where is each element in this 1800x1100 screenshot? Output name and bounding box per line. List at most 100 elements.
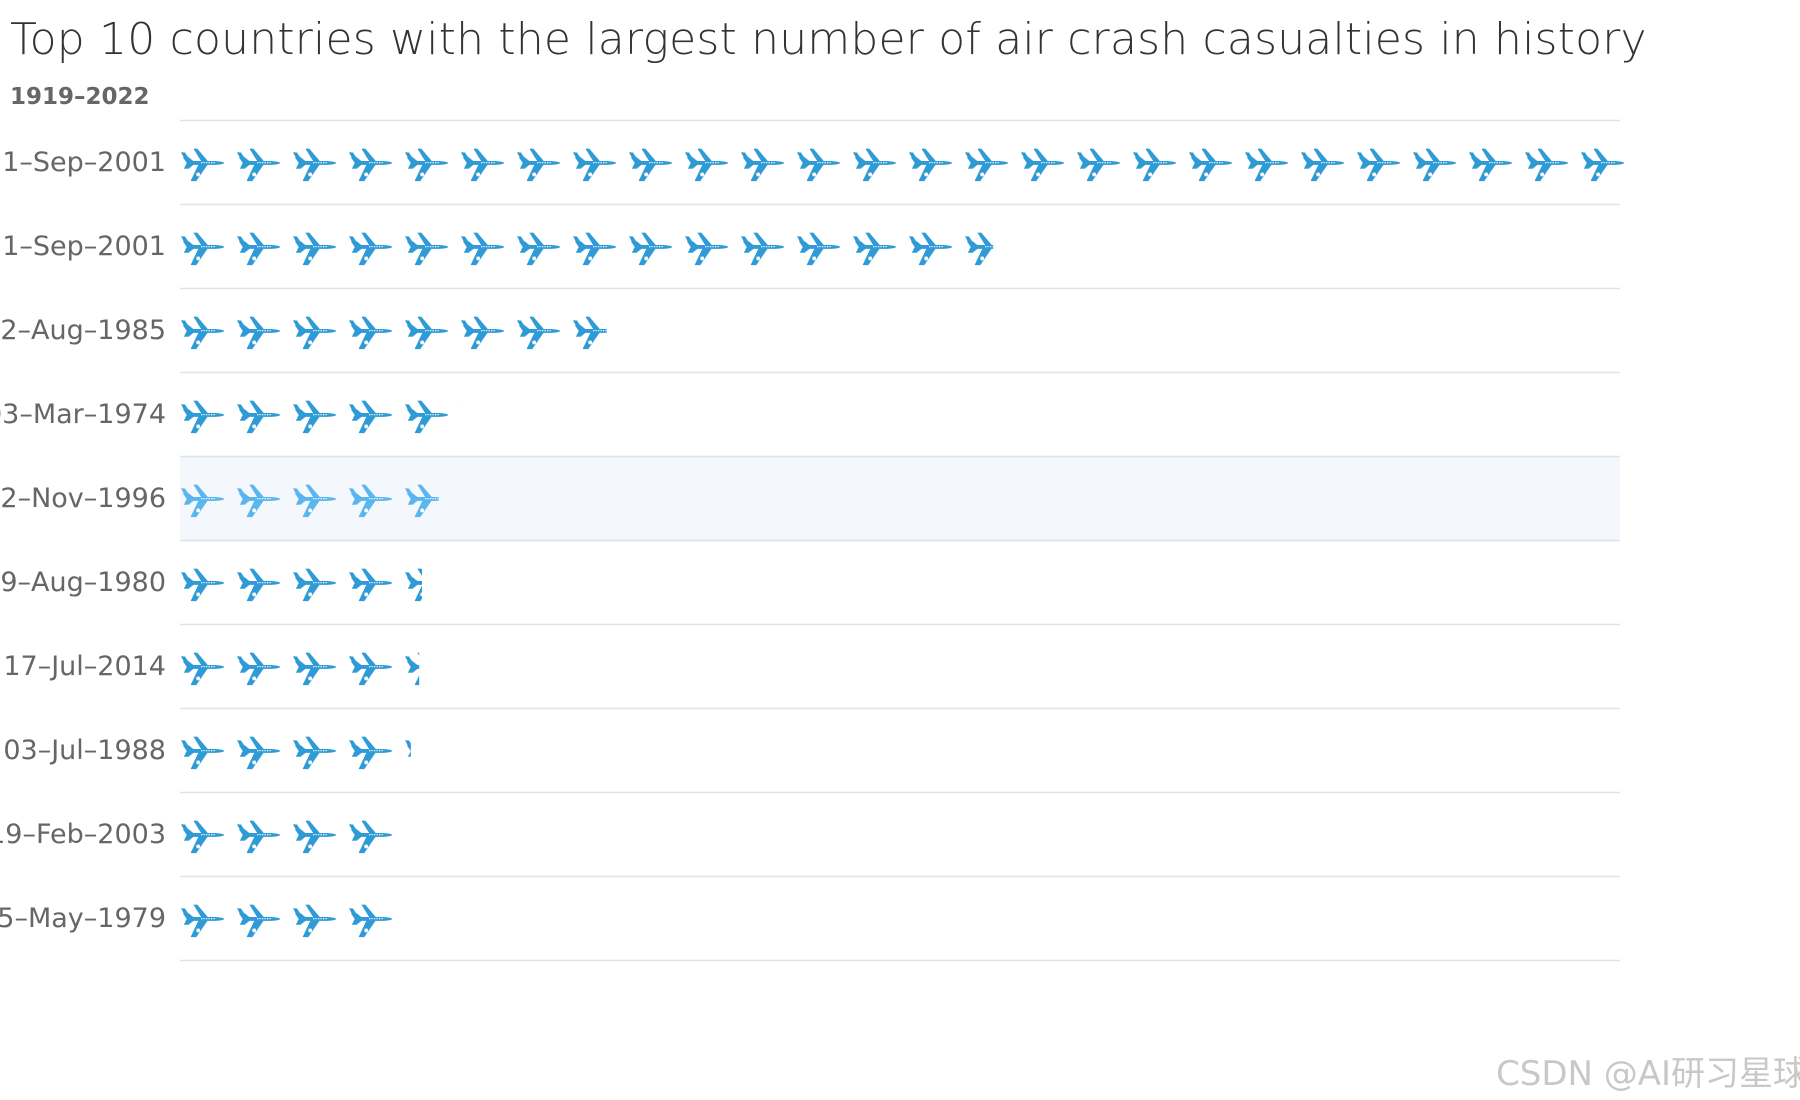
airplane-icon bbox=[236, 148, 281, 182]
airplane-icon bbox=[964, 232, 994, 266]
airplane-icon bbox=[796, 148, 841, 182]
airplane-icon bbox=[348, 400, 393, 434]
airplane-icon bbox=[516, 148, 561, 182]
airplane-icon bbox=[292, 904, 337, 938]
pictogram-bar bbox=[180, 652, 420, 686]
category-labels: 11–Sep–2001 11–Sep–2001 12–Aug–1985 03–Mar–… bbox=[0, 147, 166, 934]
pictogram-bar bbox=[180, 400, 462, 434]
airplane-icon bbox=[236, 316, 281, 350]
airplane-icon bbox=[180, 400, 225, 434]
airplane-icon bbox=[180, 316, 225, 350]
pictogram-bar bbox=[180, 820, 448, 854]
airplane-icon bbox=[348, 736, 393, 770]
category-label: 17–Jul–2014 bbox=[3, 651, 166, 682]
airplane-icon bbox=[348, 568, 393, 602]
airplane-icon bbox=[1244, 148, 1289, 182]
airplane-icon bbox=[1020, 148, 1065, 182]
pictogram-bar bbox=[180, 232, 994, 266]
airplane-icon bbox=[292, 232, 337, 266]
airplane-icon bbox=[236, 820, 281, 854]
airplane-icon bbox=[572, 148, 617, 182]
airplane-icon bbox=[348, 148, 393, 182]
airplane-icon bbox=[405, 821, 448, 854]
airplane-icon bbox=[908, 232, 953, 266]
airplane-icon bbox=[628, 148, 673, 182]
airplane-icon bbox=[180, 232, 225, 266]
airplane-icon bbox=[180, 736, 225, 770]
airplane-icon bbox=[348, 232, 393, 266]
airplane-icon bbox=[460, 404, 462, 405]
airplane-icon bbox=[348, 484, 393, 518]
airplane-icon bbox=[740, 148, 785, 182]
airplane-icon bbox=[180, 820, 225, 854]
airplane-icon bbox=[516, 232, 561, 266]
airplane-icon bbox=[460, 232, 505, 266]
airplane-icon bbox=[404, 740, 411, 757]
airplane-icon bbox=[516, 316, 561, 350]
airplane-icon bbox=[460, 316, 505, 350]
pictogram-bar bbox=[180, 316, 607, 350]
gridlines bbox=[180, 119, 1620, 962]
airplane-icon bbox=[180, 484, 225, 518]
pictogram-bar bbox=[180, 736, 411, 770]
airplane-icon bbox=[572, 316, 607, 350]
airplane-icon bbox=[1468, 148, 1513, 182]
airplane-icon bbox=[236, 652, 281, 686]
airplane-icon bbox=[236, 484, 281, 518]
watermark: CSDN @AI研习星球 bbox=[1496, 1054, 1800, 1094]
category-label: 19–Aug–1980 bbox=[0, 567, 166, 598]
category-label: 03–Jul–1988 bbox=[3, 735, 166, 766]
airplane-icon bbox=[236, 400, 281, 434]
airplane-icon bbox=[236, 232, 281, 266]
category-label: 19–Feb–2003 bbox=[0, 819, 166, 850]
airplane-icon bbox=[404, 484, 439, 518]
airplane-icon bbox=[348, 904, 393, 938]
airplane-icon bbox=[852, 148, 897, 182]
airplane-icon bbox=[180, 148, 225, 182]
airplane-icon bbox=[404, 232, 449, 266]
category-label: 11–Sep–2001 bbox=[0, 231, 166, 262]
chart-title: Top 10 countries with the largest number… bbox=[10, 14, 1647, 65]
pictogram-bar bbox=[180, 148, 1625, 182]
pictogram-bar bbox=[180, 904, 393, 938]
category-label: 03–Mar–1974 bbox=[0, 399, 166, 430]
airplane-icon bbox=[852, 232, 897, 266]
airplane-icon bbox=[740, 232, 785, 266]
category-label: 12–Nov–1996 bbox=[0, 483, 166, 514]
airplane-icon bbox=[292, 568, 337, 602]
pictogram-bar bbox=[180, 484, 439, 518]
airplane-icon bbox=[908, 148, 953, 182]
icons-layer bbox=[180, 148, 1625, 938]
airplane-icon bbox=[684, 148, 729, 182]
airplane-icon bbox=[292, 316, 337, 350]
airplane-icon bbox=[180, 652, 225, 686]
airplane-icon bbox=[460, 148, 505, 182]
airplane-icon bbox=[404, 148, 449, 182]
airplane-icon bbox=[1356, 148, 1401, 182]
airplane-icon bbox=[404, 316, 449, 350]
airplane-icon bbox=[684, 232, 729, 266]
airplane-icon bbox=[236, 904, 281, 938]
airplane-icon bbox=[1132, 148, 1177, 182]
chart-subtitle: 1919–2022 bbox=[10, 84, 150, 110]
airplane-icon bbox=[1188, 148, 1233, 182]
airplane-icon bbox=[1524, 148, 1569, 182]
airplane-icon bbox=[180, 568, 225, 602]
airplane-icon bbox=[180, 904, 225, 938]
category-label: 12–Aug–1985 bbox=[0, 315, 166, 346]
pictogram-bar bbox=[180, 568, 422, 602]
airplane-icon bbox=[572, 232, 617, 266]
airplane-icon bbox=[348, 652, 393, 686]
airplane-icon bbox=[1076, 148, 1121, 182]
airplane-icon bbox=[348, 316, 393, 350]
airplane-icon bbox=[236, 736, 281, 770]
airplane-icon bbox=[292, 148, 337, 182]
category-label: 11–Sep–2001 bbox=[0, 147, 166, 178]
airplane-icon bbox=[796, 232, 841, 266]
category-label: 25–May–1979 bbox=[0, 903, 166, 934]
airplane-icon bbox=[1412, 148, 1457, 182]
airplane-icon bbox=[292, 820, 337, 854]
airplane-icon bbox=[292, 400, 337, 434]
airplane-icon bbox=[1580, 148, 1625, 182]
